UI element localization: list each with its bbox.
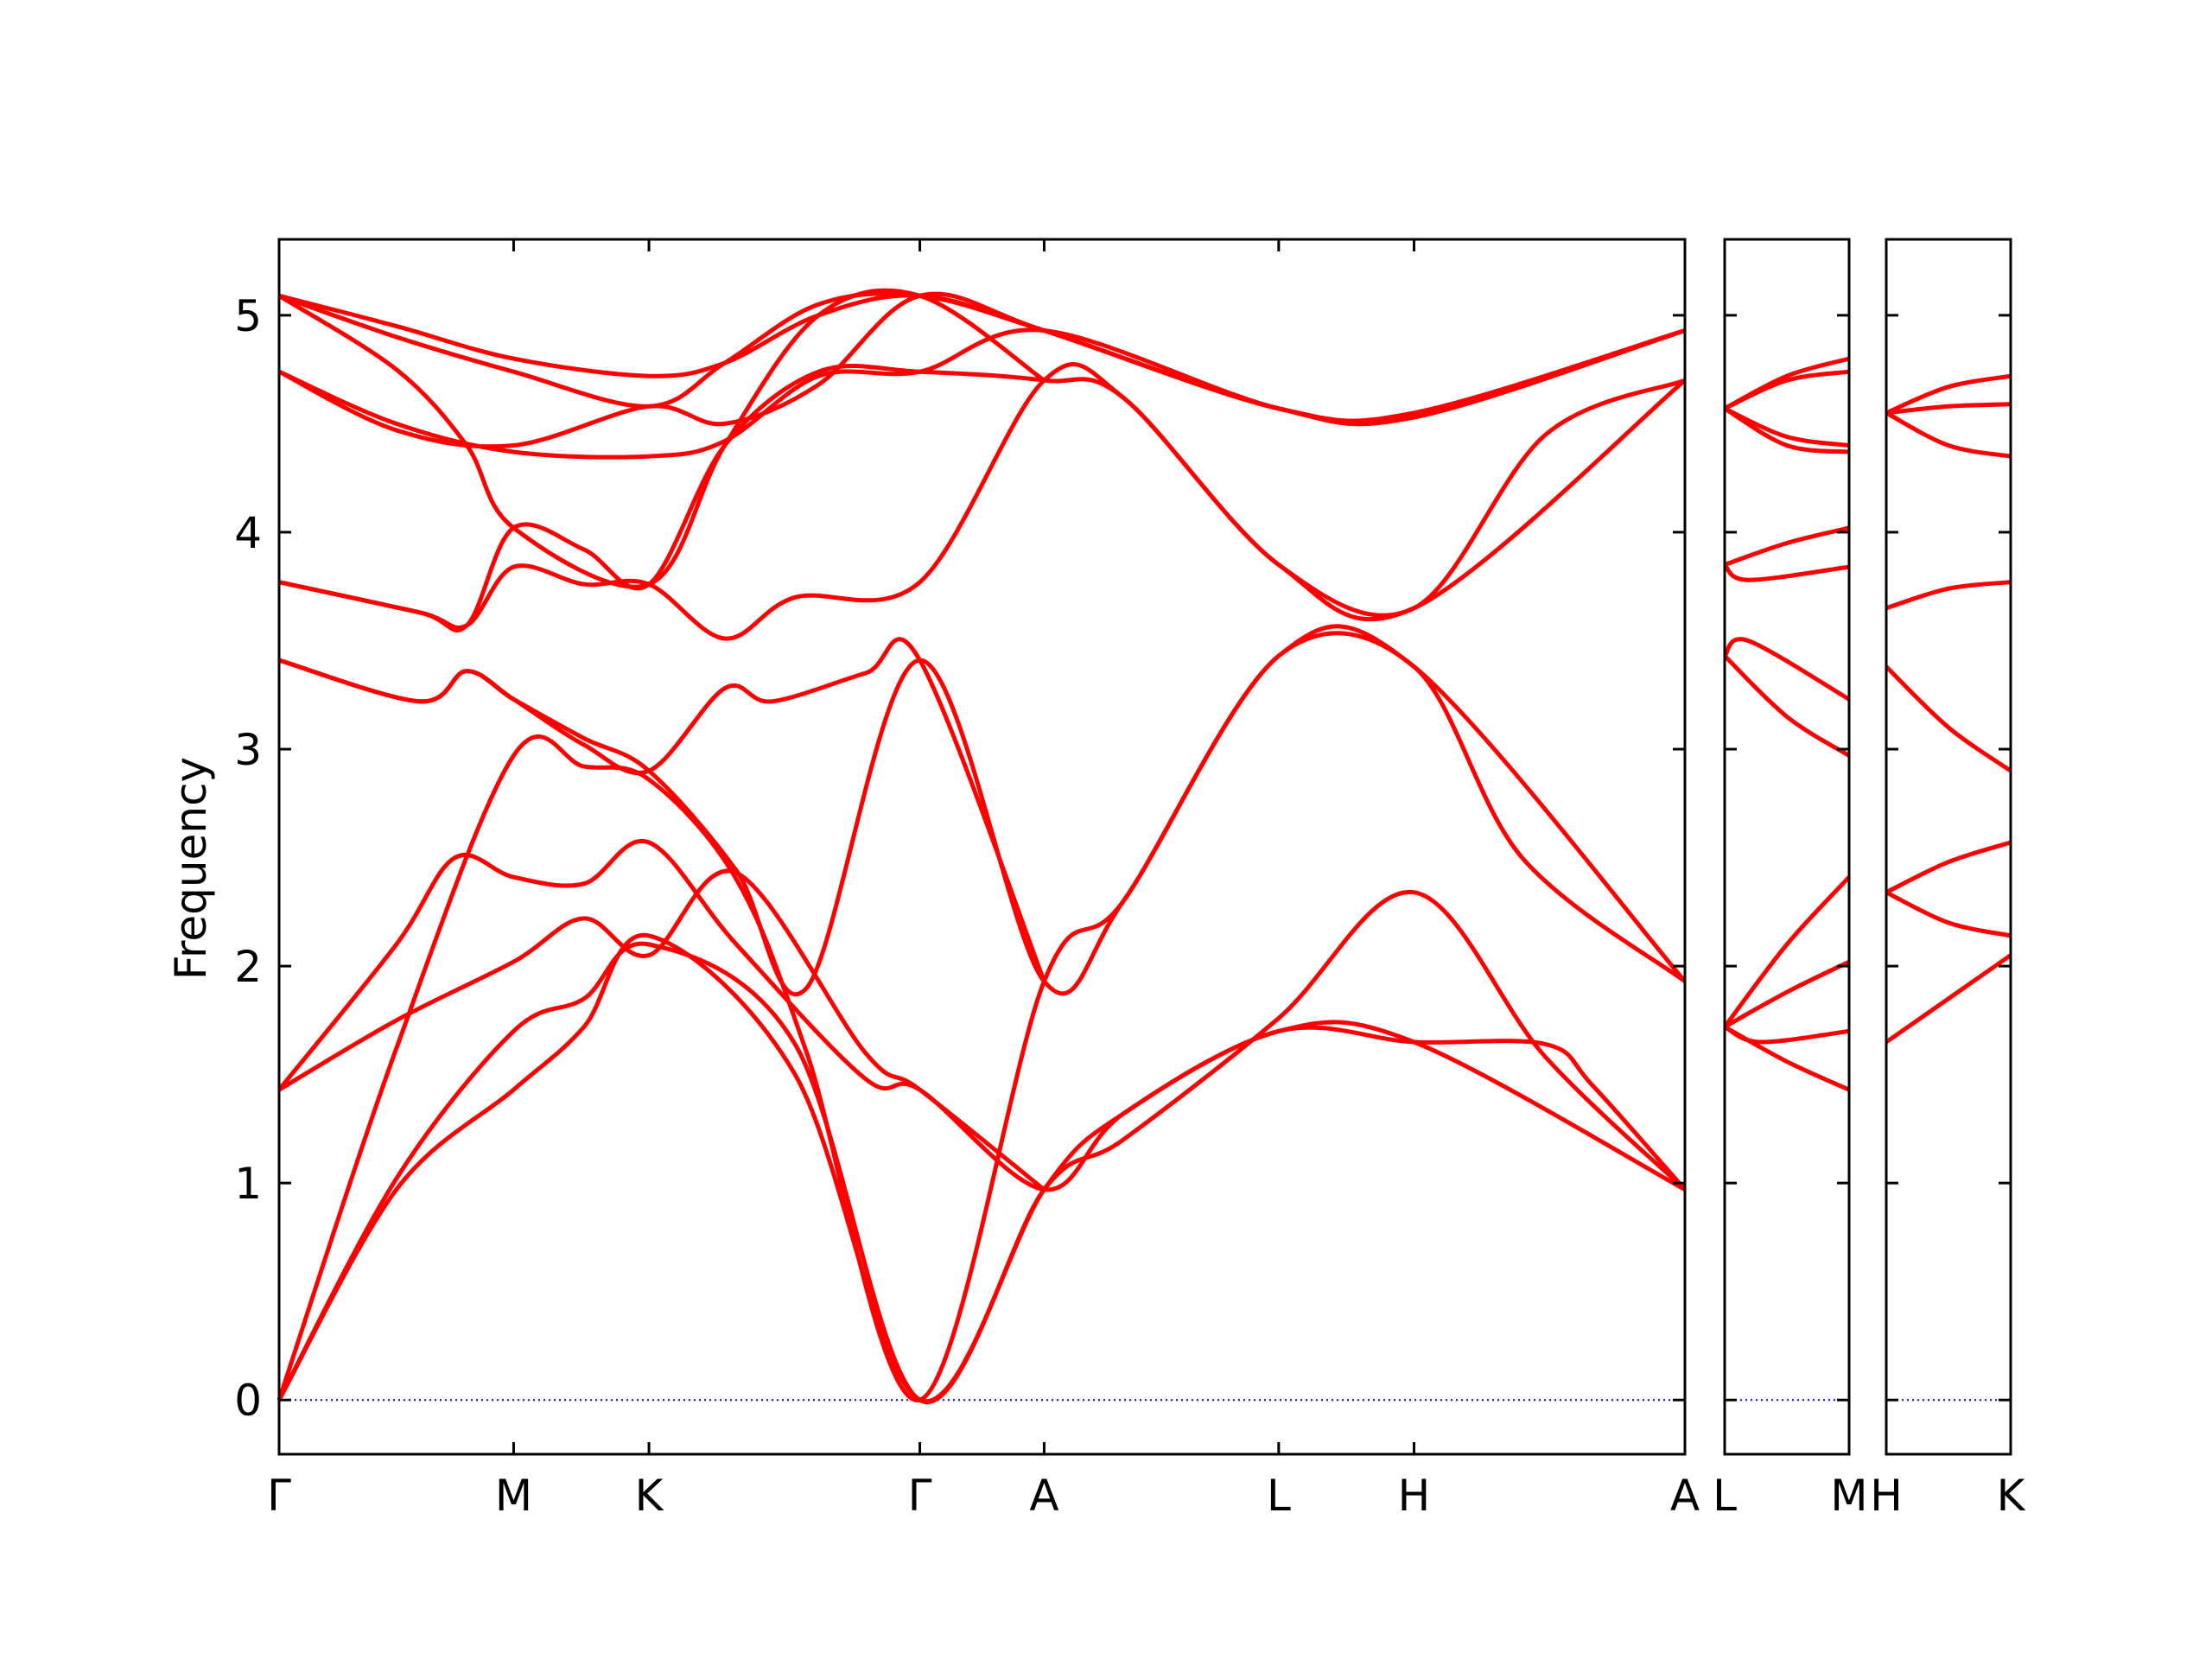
- x-tick-label: L: [1267, 1471, 1291, 1521]
- phonon-band: [1723, 875, 1851, 1028]
- phonon-band: [1885, 890, 2012, 938]
- phonon-band: [1885, 410, 2012, 459]
- phonon-band: [276, 890, 1687, 1405]
- phonon-band: [1723, 563, 1850, 582]
- x-tick-label: Γ: [267, 1471, 291, 1521]
- panel-2: [1723, 238, 1851, 1456]
- phonon-band: [1885, 953, 2012, 1045]
- phonon-band: [1723, 637, 1851, 702]
- panel-frame: [1723, 238, 1851, 1456]
- panel-frame: [1885, 238, 2012, 1456]
- x-tick-label: A: [1670, 1471, 1700, 1521]
- phonon-band: [276, 631, 1687, 1402]
- x-tick-label: K: [1997, 1471, 2026, 1521]
- y-tick-label: 0: [234, 1376, 262, 1426]
- y-tick-label: 4: [234, 508, 262, 558]
- phonon-band: [1723, 959, 1851, 1029]
- phonon-band: [1885, 373, 2012, 416]
- phonon-band: [277, 868, 1046, 1192]
- x-tick-label: H: [1870, 1471, 1903, 1521]
- panel-frame: [277, 238, 1687, 1456]
- phonon-band: [1724, 525, 1850, 567]
- y-axis-title: Frequency: [166, 757, 216, 980]
- x-tick-label: Γ: [908, 1471, 932, 1521]
- x-tick-label: L: [1713, 1471, 1737, 1521]
- y-tick-label: 2: [234, 942, 262, 992]
- phonon-band: [277, 838, 1687, 1192]
- phonon-band: [1885, 840, 2012, 894]
- phonon-band: [278, 637, 1046, 982]
- x-tick-label: M: [1830, 1471, 1867, 1521]
- phonon-band: [278, 291, 1686, 427]
- panel-3: [1885, 238, 2012, 1456]
- phonon-band: [1885, 580, 2012, 611]
- x-tick-label: H: [1398, 1471, 1431, 1521]
- x-tick-label: M: [495, 1471, 532, 1521]
- phonon-band: [1885, 664, 2012, 773]
- phonon-band: [1723, 654, 1851, 758]
- y-tick-label: 3: [234, 725, 262, 775]
- phonon-band: [277, 288, 1046, 589]
- plot-panels: [276, 238, 2012, 1456]
- phonon-band: [1723, 1025, 1850, 1045]
- phonon-band: [1723, 356, 1850, 411]
- y-tick-label: 1: [234, 1159, 262, 1209]
- panel-1: [276, 238, 1687, 1456]
- phonon-band: [278, 293, 1686, 423]
- phonon-band: [277, 291, 1686, 449]
- x-tick-label: A: [1029, 1471, 1058, 1521]
- phonon-band: [1885, 402, 2012, 416]
- phonon-band: [277, 327, 1686, 460]
- phonon-band: [278, 363, 1687, 632]
- y-axis-tick-labels: 0 1 2 3 4 5: [234, 291, 262, 1426]
- x-tick-label: K: [635, 1471, 664, 1521]
- phonon-band: [1723, 406, 1850, 448]
- y-tick-label: 5: [234, 291, 262, 341]
